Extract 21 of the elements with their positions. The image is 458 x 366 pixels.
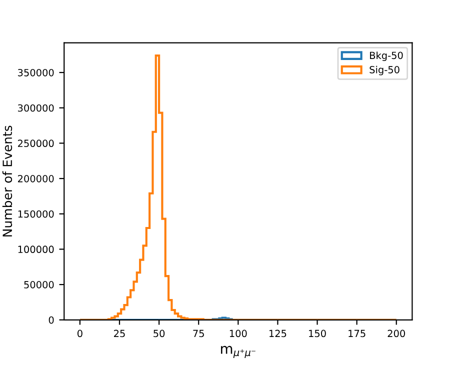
y-tick-label: 200000 [18,175,54,182]
x-tick-label: 100 [230,330,247,338]
y-tick-label: 250000 [18,140,54,148]
x-tick-label: 125 [270,330,286,338]
x-tick-label: 75 [193,330,204,338]
x-tick-label: 0 [77,330,82,338]
x-tick-label: 200 [388,330,406,338]
y-tick-label: 150000 [18,210,54,218]
y-tick-label: 50000 [24,281,54,288]
x-tick-label: 25 [114,330,125,338]
legend-label: Sig-50 [370,66,400,76]
x-tick-label: 150 [309,330,326,338]
y-axis-title: Number of Events [2,126,12,236]
y-tick-label: 350000 [18,68,54,76]
y-tick-label: 300000 [18,104,54,112]
y-tick-label: 100000 [18,246,54,254]
x-axis-title: m$_{μ⁺μ⁻}$ [221,346,256,358]
x-tick-label: 50 [154,330,165,338]
legend-label: Bkg-50 [370,52,403,61]
x-tick-label: 175 [348,330,366,338]
y-tick-label: 0 [48,316,54,324]
